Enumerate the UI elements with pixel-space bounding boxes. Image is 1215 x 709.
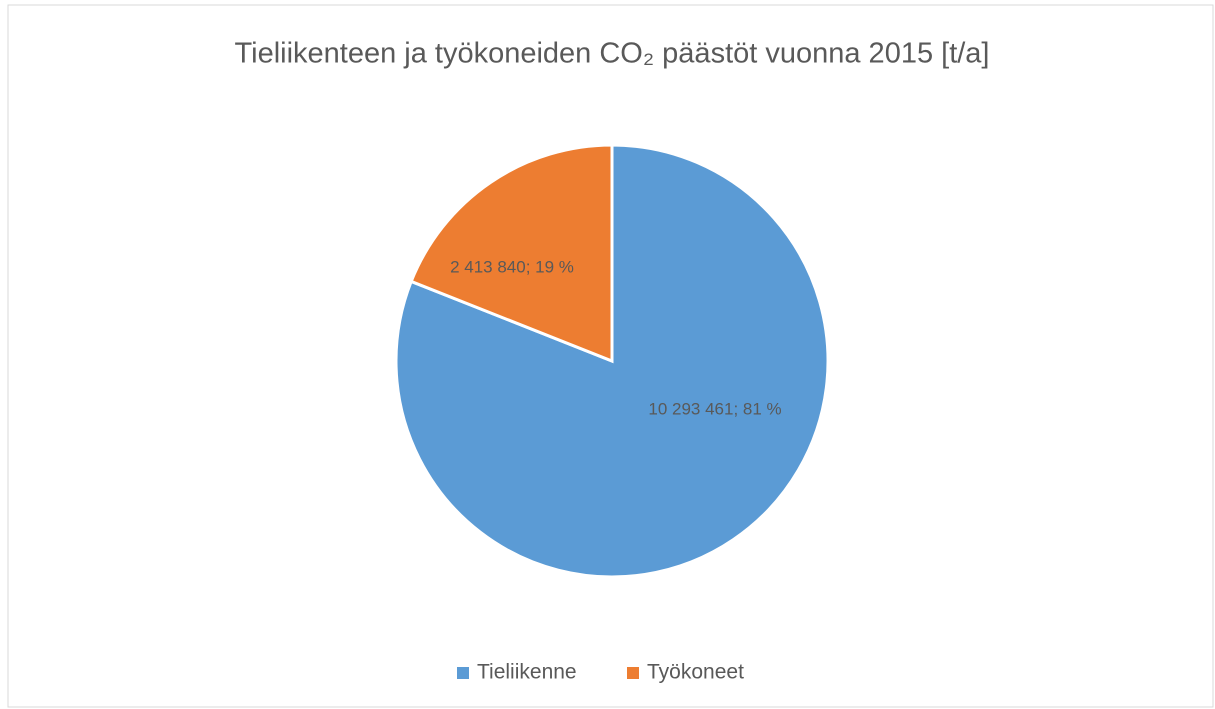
data-label: 10 293 461; 81 % — [648, 399, 781, 418]
legend-swatch — [627, 667, 639, 679]
legend-label: Työkoneet — [647, 661, 744, 684]
data-label: 2 413 840; 19 % — [450, 257, 574, 276]
chart-title: Tieliikenteen ja työkoneiden CO₂ päästöt… — [234, 38, 989, 70]
pie-slice — [409, 143, 614, 364]
legend-swatch — [457, 667, 469, 679]
legend-label: Tieliikenne — [477, 661, 577, 684]
